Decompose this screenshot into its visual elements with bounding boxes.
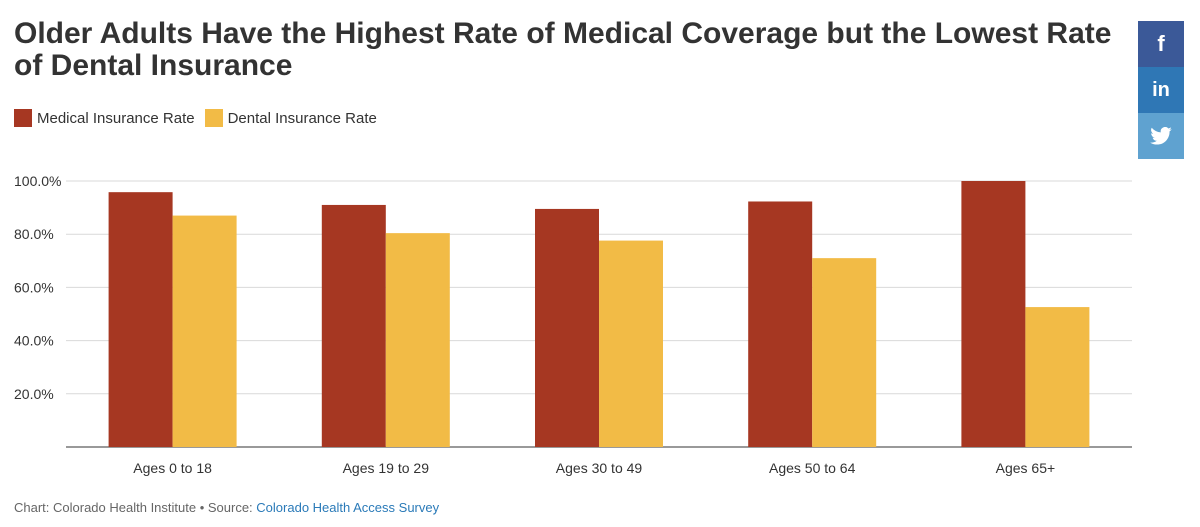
bar-medical [748, 201, 813, 447]
twitter-share-button[interactable] [1138, 113, 1184, 159]
twitter-icon [1150, 127, 1172, 145]
legend-swatch-medical [14, 109, 32, 127]
bar-dental [812, 258, 877, 447]
footer-credit: Chart: Colorado Health Institute • Sourc… [14, 500, 257, 515]
chart-legend: Medical Insurance Rate Dental Insurance … [14, 109, 387, 127]
bar-dental [385, 233, 450, 447]
bar-medical [321, 204, 386, 447]
y-tick-label: 100.0% [14, 173, 61, 189]
legend-item-medical[interactable]: Medical Insurance Rate [14, 109, 195, 127]
linkedin-icon: in [1152, 78, 1170, 101]
x-tick-label: Ages 19 to 29 [343, 460, 430, 476]
chart-footer: Chart: Colorado Health Institute • Sourc… [14, 500, 439, 515]
x-tick-label: Ages 50 to 64 [769, 460, 856, 476]
legend-swatch-dental [204, 109, 223, 127]
bar-medical [108, 192, 173, 447]
x-tick-label: Ages 65+ [996, 460, 1056, 476]
chart-title: Older Adults Have the Highest Rate of Me… [14, 17, 1112, 82]
legend-item-dental[interactable]: Dental Insurance Rate [204, 109, 377, 127]
bar-medical [535, 208, 599, 447]
bar-dental [1025, 307, 1090, 447]
bar-chart: 100.0% 80.0% 60.0% 40.0% 20.0% Ages 0 to 18 Ag… [14, 173, 1132, 476]
x-tick-label: Ages 0 to 18 [133, 460, 212, 476]
y-tick-label: 40.0% [14, 333, 54, 349]
y-tick-label: 80.0% [14, 226, 54, 242]
bar-medical [961, 181, 1026, 447]
legend-label-dental: Dental Insurance Rate [227, 109, 377, 127]
bar-dental [172, 215, 237, 447]
facebook-icon: f [1157, 31, 1165, 56]
share-bar: f in [1138, 21, 1184, 159]
y-tick-label: 60.0% [14, 279, 54, 295]
y-tick-label: 20.0% [14, 386, 54, 402]
x-tick-label: Ages 30 to 49 [556, 460, 643, 476]
linkedin-share-button[interactable]: in [1138, 67, 1184, 113]
source-link[interactable]: Colorado Health Access Survey [256, 500, 440, 515]
legend-label-medical: Medical Insurance Rate [37, 109, 195, 127]
bar-dental [599, 240, 663, 447]
facebook-share-button[interactable]: f [1138, 21, 1184, 67]
